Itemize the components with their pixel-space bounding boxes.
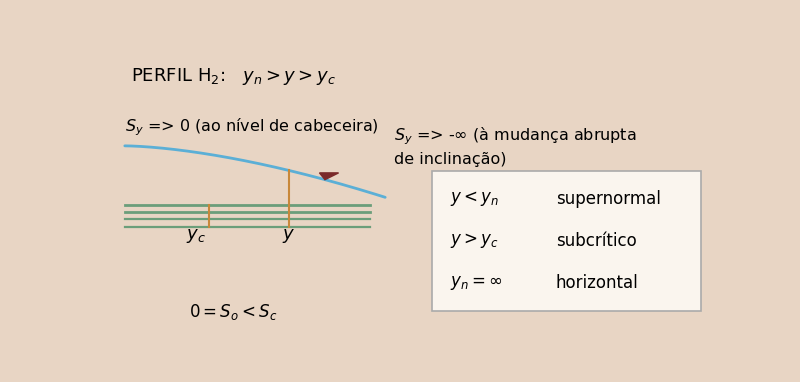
Text: $y > y_c$: $y > y_c$ (450, 231, 499, 250)
Text: horizontal: horizontal (556, 274, 638, 291)
Polygon shape (319, 173, 338, 180)
Text: $0 = S_o < S_c$: $0 = S_o < S_c$ (189, 302, 278, 322)
Text: PERFIL H$_2$:   $y_n > y > y_c$: PERFIL H$_2$: $y_n > y > y_c$ (131, 66, 336, 87)
Text: supernormal: supernormal (556, 190, 661, 208)
Text: $y < y_n$: $y < y_n$ (450, 189, 499, 208)
Text: subcrítico: subcrítico (556, 232, 637, 250)
FancyBboxPatch shape (432, 171, 702, 311)
Text: $y$: $y$ (282, 227, 296, 244)
Text: $S_y$ => -$\infty$ (à mudança abrupta
de inclinação): $S_y$ => -$\infty$ (à mudança abrupta de… (394, 125, 637, 167)
Text: $S_y$ => 0 (ao nível de cabeceira): $S_y$ => 0 (ao nível de cabeceira) (125, 117, 378, 138)
Text: $y_c$: $y_c$ (186, 227, 206, 244)
Text: $y_n = \infty$: $y_n = \infty$ (450, 274, 503, 291)
